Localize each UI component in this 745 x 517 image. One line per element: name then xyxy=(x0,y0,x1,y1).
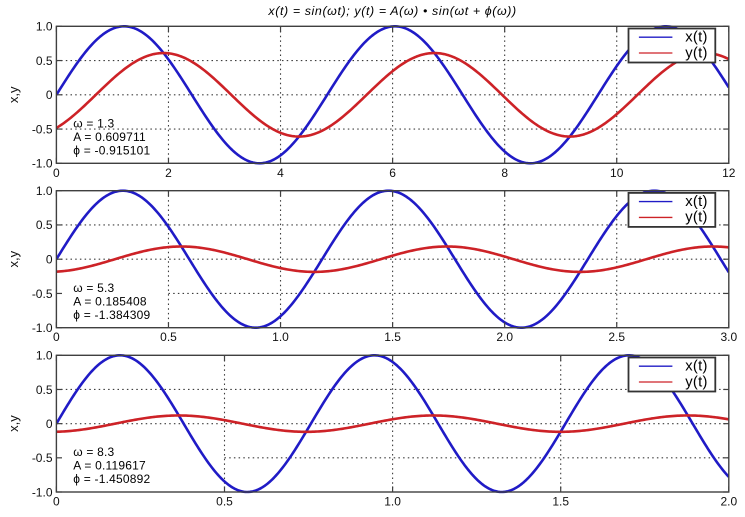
svg-text:2: 2 xyxy=(165,166,172,180)
svg-text:0.5: 0.5 xyxy=(36,54,53,68)
svg-text:-0.5: -0.5 xyxy=(32,287,53,301)
svg-text:0.5: 0.5 xyxy=(160,330,177,344)
svg-text:0.5: 0.5 xyxy=(216,495,233,509)
svg-text:8: 8 xyxy=(501,166,508,180)
svg-text:0: 0 xyxy=(53,495,60,509)
svg-text:x,y: x,y xyxy=(6,250,21,267)
svg-text:x,y: x,y xyxy=(6,415,21,432)
svg-text:1.0: 1.0 xyxy=(36,184,53,198)
svg-text:ϕ = -0.915101: ϕ = -0.915101 xyxy=(73,144,150,158)
svg-text:-1.0: -1.0 xyxy=(32,485,53,499)
svg-text:10: 10 xyxy=(610,166,624,180)
svg-text:0.5: 0.5 xyxy=(36,218,53,232)
svg-text:A = 0.119617: A = 0.119617 xyxy=(73,459,146,473)
svg-text:x(t): x(t) xyxy=(685,30,708,46)
svg-text:1.5: 1.5 xyxy=(384,330,401,344)
svg-text:x(t) = sin(ωt); y(t) = A(ω) •: x(t) = sin(ωt); y(t) = A(ω) • sin(ωt + ϕ… xyxy=(267,4,516,18)
svg-text:0: 0 xyxy=(46,417,53,431)
svg-text:6: 6 xyxy=(389,166,396,180)
svg-text:0.5: 0.5 xyxy=(36,383,53,397)
svg-text:0: 0 xyxy=(46,88,53,102)
svg-text:A = 0.609711: A = 0.609711 xyxy=(73,130,146,144)
svg-text:4: 4 xyxy=(277,166,284,180)
svg-text:1.5: 1.5 xyxy=(552,495,569,509)
svg-text:0: 0 xyxy=(53,166,60,180)
svg-text:1.0: 1.0 xyxy=(36,349,53,363)
svg-text:ω = 8.3: ω = 8.3 xyxy=(73,445,114,459)
svg-text:ω = 1.3: ω = 1.3 xyxy=(73,117,114,131)
svg-text:y(t): y(t) xyxy=(685,45,708,61)
svg-text:A = 0.185408: A = 0.185408 xyxy=(73,294,147,308)
svg-text:x(t): x(t) xyxy=(685,359,708,375)
svg-text:y(t): y(t) xyxy=(685,210,708,226)
svg-text:2.0: 2.0 xyxy=(720,495,737,509)
svg-text:-1.0: -1.0 xyxy=(32,321,53,335)
svg-text:1.0: 1.0 xyxy=(384,495,401,509)
svg-text:ϕ = -1.384309: ϕ = -1.384309 xyxy=(73,308,150,322)
svg-text:0: 0 xyxy=(53,330,60,344)
svg-text:12: 12 xyxy=(722,166,736,180)
svg-text:3.0: 3.0 xyxy=(720,330,737,344)
svg-text:1.0: 1.0 xyxy=(272,330,289,344)
svg-text:0: 0 xyxy=(46,253,53,267)
svg-text:1.0: 1.0 xyxy=(36,20,53,34)
svg-text:-1.0: -1.0 xyxy=(32,157,53,171)
svg-text:x,y: x,y xyxy=(6,86,21,103)
svg-text:-0.5: -0.5 xyxy=(32,451,53,465)
svg-text:x(t): x(t) xyxy=(685,194,708,210)
svg-text:ω = 5.3: ω = 5.3 xyxy=(73,281,114,295)
svg-text:-0.5: -0.5 xyxy=(32,122,53,136)
svg-text:ϕ = -1.450892: ϕ = -1.450892 xyxy=(73,472,150,486)
svg-text:2.5: 2.5 xyxy=(608,330,625,344)
svg-text:2.0: 2.0 xyxy=(496,330,513,344)
svg-text:y(t): y(t) xyxy=(685,374,708,390)
